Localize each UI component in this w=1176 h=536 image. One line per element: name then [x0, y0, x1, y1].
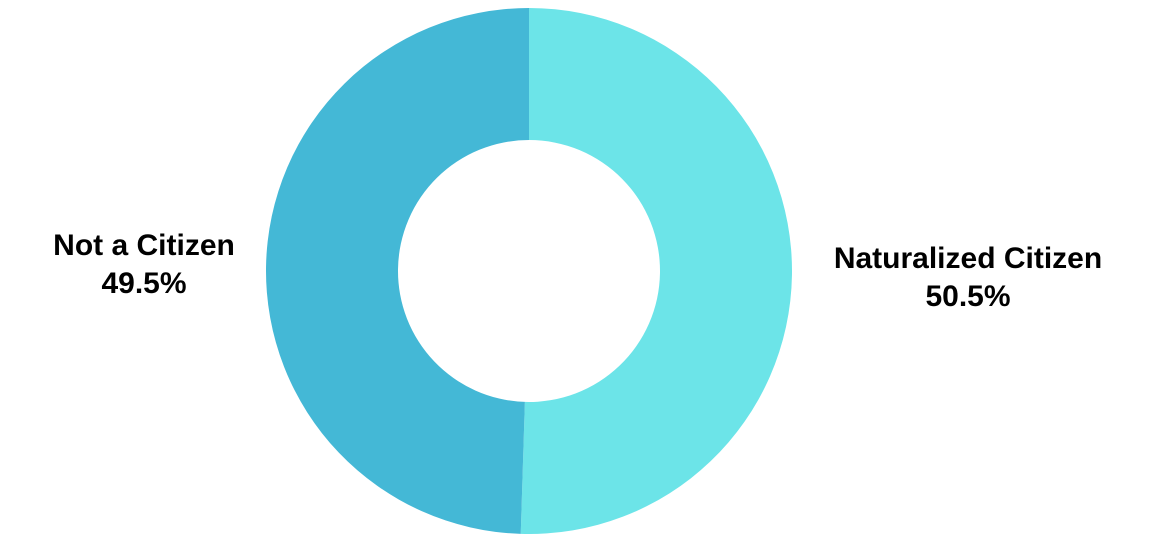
slice-label-not-a-citizen: Not a Citizen 49.5% — [22, 227, 266, 303]
slice-label-value: 50.5% — [925, 280, 1011, 313]
donut-slice-not-a-citizen — [265, 8, 529, 534]
donut-slice-naturalized-citizen — [520, 8, 792, 534]
slice-label-naturalized-citizen: Naturalized Citizen 50.5% — [805, 240, 1131, 316]
slice-label-name: Naturalized Citizen — [833, 242, 1103, 275]
slice-label-value: 49.5% — [101, 267, 187, 300]
slice-label-name: Not a Citizen — [53, 229, 235, 262]
